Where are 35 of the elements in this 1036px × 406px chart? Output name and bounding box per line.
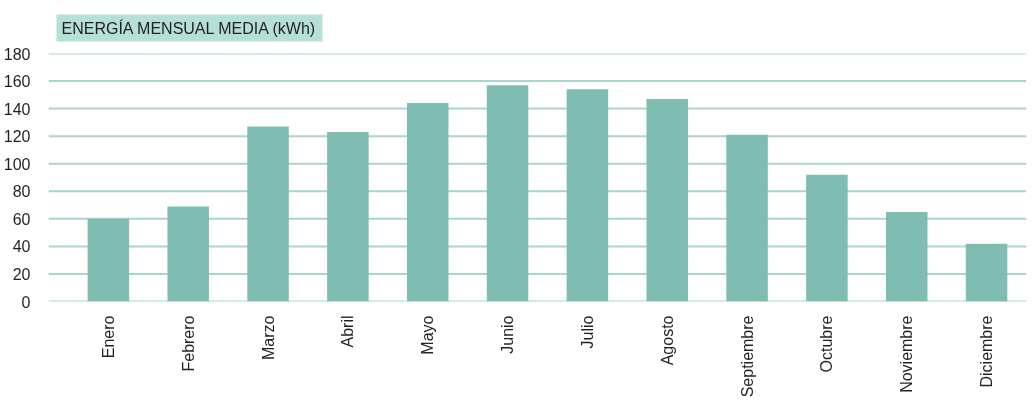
y-tick-label: 100 [3, 155, 31, 173]
bar [566, 89, 609, 302]
y-tick-label: 40 [12, 238, 31, 256]
y-tick-label: 0 [21, 293, 31, 311]
bar [406, 103, 449, 302]
x-tick-label: Septiembre [738, 315, 756, 398]
y-tick-label: 140 [3, 100, 31, 118]
x-tick-label: Enero [99, 315, 117, 359]
chart-title: ENERGÍA MENSUAL MEDIA (kWh) [61, 18, 316, 37]
bar [486, 85, 529, 302]
bar [167, 206, 209, 302]
bar [885, 211, 928, 302]
bar [247, 126, 289, 302]
bar [646, 98, 688, 302]
bar [965, 243, 1008, 302]
x-tick-label: Julio [578, 315, 596, 349]
bar [87, 218, 130, 302]
x-tick-label: Agosto [658, 315, 676, 366]
x-tick-label: Abril [339, 315, 357, 348]
y-tick-label: 80 [12, 183, 31, 201]
y-tick-label: 60 [12, 210, 31, 228]
y-tick-label: 120 [3, 128, 31, 146]
x-tick-label: Mayo [419, 315, 437, 355]
y-tick-label: 180 [3, 45, 31, 63]
x-tick-label: Diciembre [978, 315, 996, 388]
x-tick-label: Noviembre [898, 315, 916, 393]
x-tick-label: Junio [499, 315, 517, 354]
bar [806, 174, 848, 302]
y-tick-label: 160 [3, 73, 31, 91]
x-tick-label: Octubre [818, 315, 836, 373]
y-tick-label: 20 [12, 265, 31, 283]
x-tick-label: Febrero [179, 315, 197, 372]
bar [327, 132, 369, 302]
bar [726, 134, 768, 302]
x-tick-label: Marzo [259, 315, 277, 360]
